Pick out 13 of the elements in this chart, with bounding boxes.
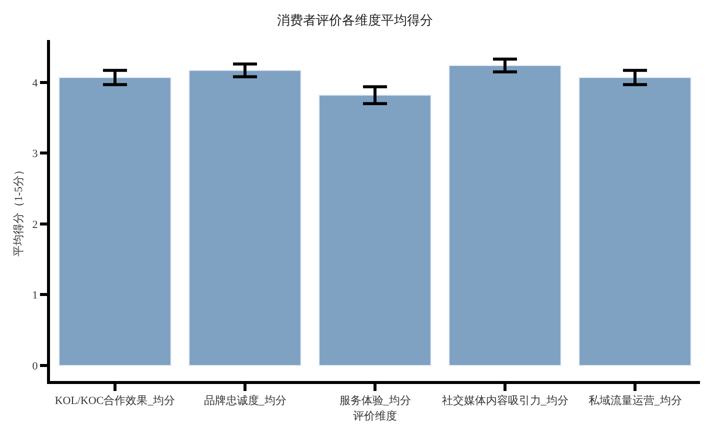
x-tick-label: 品牌忠诚度_均分 (204, 394, 286, 408)
y-tick-label: 3 (32, 148, 38, 160)
x-axis-title: 评价维度 (353, 409, 397, 422)
x-tick-label: 服务体验_均分 (339, 395, 411, 408)
x-tick-label: 社交媒体内容吸引力_均分 (442, 394, 568, 408)
chart-title: 消费者评价各维度平均得分 (277, 12, 433, 28)
y-tick-label: 2 (32, 218, 38, 231)
y-tick-label: 1 (32, 290, 38, 302)
x-tick-label: KOL/KOC合作效果_均分 (54, 394, 176, 408)
y-tick-label: 0 (32, 360, 38, 372)
y-axis-title: 平均得分（1-5分） (12, 164, 25, 256)
x-tick-label: 私域流量运营_均分 (588, 394, 682, 408)
y-tick-label: 4 (32, 77, 38, 90)
